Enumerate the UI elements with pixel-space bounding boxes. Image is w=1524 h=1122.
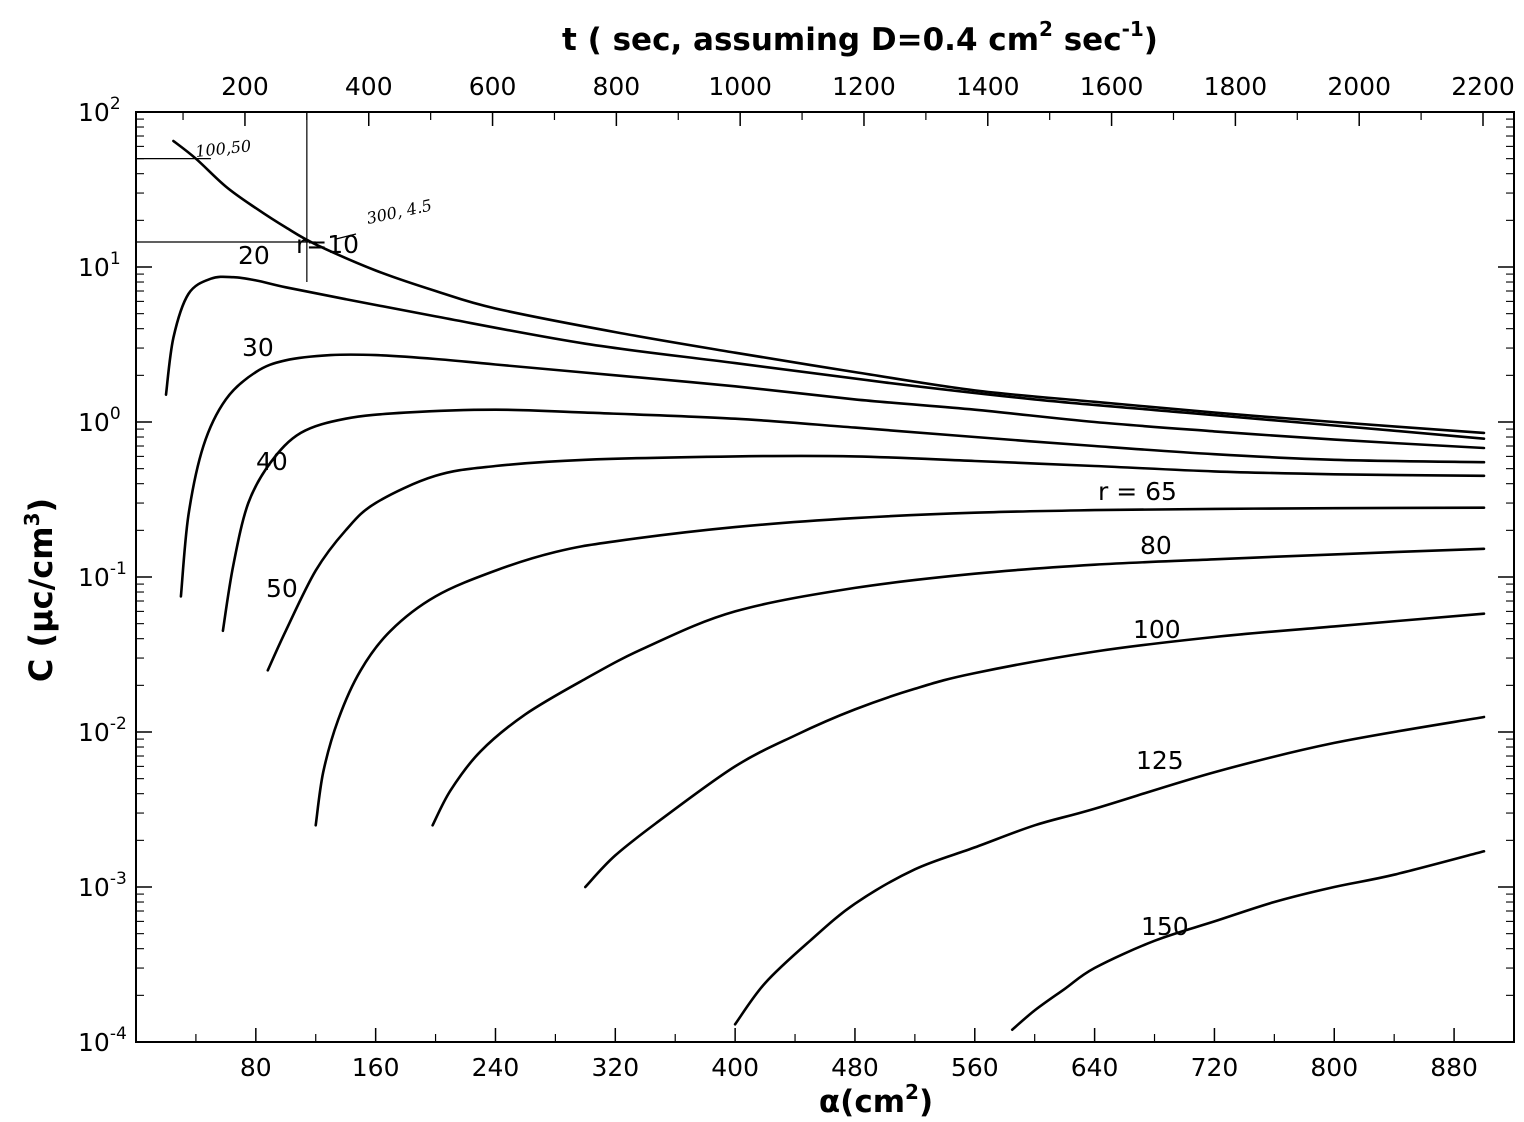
note-label-1: 100,50 [194, 136, 252, 161]
x-top-tick-label-4: 1000 [708, 72, 772, 101]
x-bottom-tick-label-10: 880 [1430, 1053, 1478, 1082]
y-tick-label-5: 101 [78, 249, 121, 282]
top-axis-title: t ( sec, assuming D=0.4 cm2 sec-1) [562, 17, 1158, 58]
curve-9 [1010, 850, 1486, 1031]
curve-4 [266, 454, 1486, 672]
x-bottom-tick-label-7: 640 [1071, 1053, 1119, 1082]
curve-label-5: r = 65 [1098, 477, 1177, 506]
y-tick-label-1: 10-3 [78, 869, 127, 902]
top-axis-title-mid: sec [1053, 22, 1122, 58]
top-axis-title-sup2: -1 [1122, 17, 1144, 41]
x-bottom-tick-label-2: 240 [472, 1053, 520, 1082]
x-bottom-tick-label-3: 320 [591, 1053, 639, 1082]
x-bottom-tick-label-8: 720 [1191, 1053, 1239, 1082]
curve-labels: r=10 20 30 40 50 r = 65 80 100 125 150 [238, 230, 1189, 941]
x-top-tick-label-7: 1600 [1080, 72, 1144, 101]
y-axis-title-end: ) [22, 498, 60, 513]
curve-6 [431, 547, 1486, 827]
y-axis-title: C (μc/cm3) [20, 498, 60, 682]
curve-label-9: 150 [1141, 912, 1189, 941]
curve-0 [172, 139, 1486, 435]
curve-1 [164, 275, 1486, 440]
x-bottom-tick-label-5: 480 [831, 1053, 879, 1082]
y-axis-title-pre: C (μc/cm [22, 526, 60, 682]
y-tick-label-4: 100 [78, 404, 121, 437]
bottom-axis-title-main: α(cm [819, 1084, 905, 1120]
handwritten-notes: 100,50 300, 4.5 [194, 136, 433, 228]
x-top-tick-label-10: 2200 [1451, 72, 1515, 101]
y-axis-title-sup: 3 [20, 512, 44, 526]
x-top-tick-label-2: 600 [469, 72, 517, 101]
curve-label-8: 125 [1136, 746, 1184, 775]
bottom-axis-title: α(cm2) [819, 1080, 933, 1120]
curve-label-7: 100 [1133, 615, 1181, 644]
tick-labels: 80 160 240 320 400 480 560 640 720 800 880 200 400 60… [78, 72, 1515, 1082]
top-axis-title-pre: t ( sec, assuming D=0.4 cm [562, 22, 1039, 58]
curve-label-1: 20 [238, 241, 270, 270]
y-tick-label-2: 10-2 [78, 714, 127, 747]
note-label-2: 300, 4.5 [365, 196, 434, 228]
curve-7 [584, 612, 1486, 889]
guide-lines [136, 112, 316, 283]
x-bottom-tick-label-4: 400 [711, 1053, 759, 1082]
bottom-axis-title-sup: 2 [905, 1080, 919, 1104]
x-top-tick-label-8: 1800 [1204, 72, 1268, 101]
curve-3 [221, 408, 1486, 633]
curves [164, 139, 1486, 1031]
x-top-tick-label-9: 2000 [1327, 72, 1391, 101]
y-tick-label-0: 10-4 [78, 1024, 127, 1057]
curve-label-4: 50 [266, 574, 298, 603]
x-top-tick-label-3: 800 [593, 72, 641, 101]
x-top-tick-label-1: 400 [345, 72, 393, 101]
bottom-axis-title-end: ) [919, 1084, 933, 1120]
tick-marks [136, 111, 1514, 1043]
top-axis-title-sup1: 2 [1039, 17, 1053, 41]
x-top-tick-label-0: 200 [221, 72, 269, 101]
curve-label-2: 30 [242, 333, 274, 362]
curve-8 [733, 715, 1486, 1026]
curve-2 [179, 353, 1486, 598]
curve-label-3: 40 [256, 447, 288, 476]
curve-5 [314, 506, 1486, 827]
curve-label-6: 80 [1140, 531, 1172, 560]
x-top-tick-label-6: 1400 [956, 72, 1020, 101]
note-stroke [335, 233, 357, 240]
x-bottom-tick-label-1: 160 [352, 1053, 400, 1082]
top-axis-title-end: ) [1144, 22, 1158, 58]
x-bottom-tick-label-0: 80 [240, 1053, 272, 1082]
curve-label-0: r=10 [296, 230, 359, 259]
x-bottom-tick-label-9: 800 [1310, 1053, 1358, 1082]
y-tick-label-3: 10-1 [78, 559, 127, 592]
x-top-tick-label-5: 1200 [832, 72, 896, 101]
y-tick-label-6: 102 [78, 94, 121, 127]
x-bottom-tick-label-6: 560 [951, 1053, 999, 1082]
